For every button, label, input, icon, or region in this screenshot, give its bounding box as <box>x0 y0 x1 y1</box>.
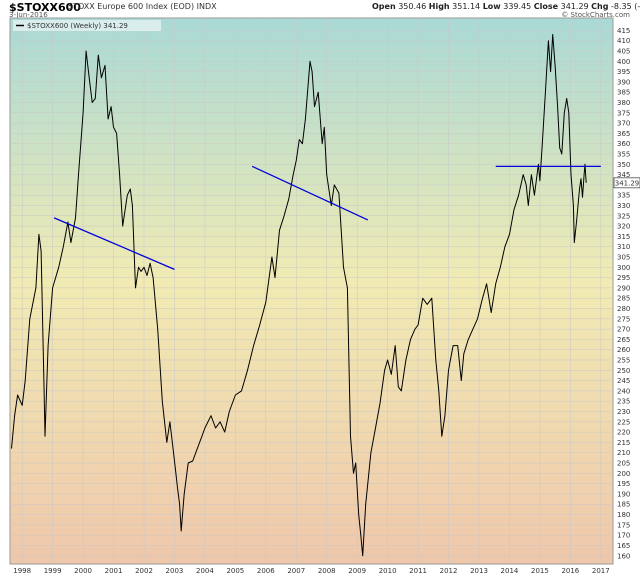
y-tick-label: 265 <box>617 336 630 344</box>
y-tick-label: 290 <box>617 284 630 292</box>
y-tick-label: 170 <box>617 532 630 540</box>
y-tick-label: 355 <box>617 150 630 158</box>
x-tick-label: 2017 <box>592 567 610 575</box>
x-tick-label: 2006 <box>257 567 275 575</box>
y-tick-label: 195 <box>617 480 630 488</box>
chart-header: $STOXX600 STOXX Europe 600 Index (EOD) I… <box>0 0 640 19</box>
x-tick-label: 2003 <box>166 567 184 575</box>
y-tick-label: 305 <box>617 254 630 262</box>
x-tick-label: 2012 <box>440 567 458 575</box>
y-tick-label: 210 <box>617 449 630 457</box>
high-label: High <box>428 2 450 11</box>
y-tick-label: 245 <box>617 377 630 385</box>
close-value: 341.29 <box>560 2 589 11</box>
y-tick-label: 310 <box>617 243 630 251</box>
y-tick-label: 175 <box>617 521 630 529</box>
y-tick-label: 200 <box>617 470 630 478</box>
trendline <box>251 165 369 221</box>
x-tick-label: 1998 <box>13 567 31 575</box>
x-tick-label: 2005 <box>226 567 244 575</box>
last-value-label: 341.29 <box>615 179 640 187</box>
chart-date: 3-Jun-2016 <box>9 11 48 19</box>
y-tick-label: 380 <box>617 99 630 107</box>
y-tick-label: 300 <box>617 264 630 272</box>
chart-legend: $STOXX600 (Weekly) 341.29 <box>13 20 161 31</box>
plot-area <box>9 17 614 565</box>
y-tick-label: 415 <box>617 27 630 35</box>
y-tick-label: 275 <box>617 315 630 323</box>
y-tick-label: 260 <box>617 346 630 354</box>
y-tick-label: 375 <box>617 109 630 117</box>
y-tick-label: 205 <box>617 460 630 468</box>
x-tick-label: 2010 <box>379 567 397 575</box>
y-tick-label: 225 <box>617 418 630 426</box>
y-tick-label: 335 <box>617 192 630 200</box>
y-tick-label: 390 <box>617 78 630 86</box>
x-tick-label: 2002 <box>135 567 153 575</box>
x-tick-label: 1999 <box>44 567 62 575</box>
y-tick-label: 365 <box>617 130 630 138</box>
y-tick-label: 350 <box>617 161 630 169</box>
open-label: Open <box>372 2 396 11</box>
y-tick-label: 165 <box>617 542 630 550</box>
y-tick-label: 185 <box>617 501 630 509</box>
y-tick-label: 190 <box>617 490 630 498</box>
y-tick-label: 385 <box>617 89 630 97</box>
low-value: 339.45 <box>503 2 532 11</box>
y-tick-label: 360 <box>617 140 630 148</box>
y-tick-label: 160 <box>617 552 630 560</box>
y-tick-label: 270 <box>617 326 630 334</box>
y-tick-label: 395 <box>617 68 630 76</box>
legend-box <box>13 20 161 31</box>
y-tick-label: 230 <box>617 408 630 416</box>
y-tick-label: 255 <box>617 357 630 365</box>
y-tick-label: 285 <box>617 295 630 303</box>
x-tick-label: 2001 <box>105 567 123 575</box>
ohlc-readout: Open 350.46 High 351.14 Low 339.45 Close… <box>372 2 640 11</box>
x-tick-label: 2016 <box>561 567 579 575</box>
y-tick-label: 250 <box>617 367 630 375</box>
y-tick-label: 280 <box>617 305 630 313</box>
chg-label: Chg <box>591 2 609 11</box>
y-tick-label: 235 <box>617 398 630 406</box>
chg-value: -8.35 (-2.39%) <box>611 2 640 11</box>
y-tick-label: 180 <box>617 511 630 519</box>
close-label: Close <box>533 2 559 11</box>
legend-label: $STOXX600 (Weekly) 341.29 <box>27 22 128 30</box>
chart-symbol: $STOXX600 <box>9 1 81 14</box>
x-tick-label: 2000 <box>74 567 92 575</box>
x-tick-label: 2011 <box>409 567 427 575</box>
x-tick-label: 2008 <box>318 567 336 575</box>
y-tick-label: 410 <box>617 37 630 45</box>
x-tick-label: 2007 <box>287 567 305 575</box>
y-tick-label: 240 <box>617 387 630 395</box>
high-value: 351.14 <box>452 2 481 11</box>
stockcharts-logo: © StockCharts.com <box>561 11 630 19</box>
chart-index-name: STOXX Europe 600 Index (EOD) INDX <box>68 2 217 11</box>
x-tick-label: 2015 <box>531 567 549 575</box>
x-tick-label: 2013 <box>470 567 488 575</box>
y-tick-label: 320 <box>617 223 630 231</box>
x-tick-label: 2009 <box>348 567 366 575</box>
open-value: 350.46 <box>398 2 427 11</box>
y-tick-label: 370 <box>617 120 630 128</box>
y-tick-label: 220 <box>617 429 630 437</box>
y-tick-label: 330 <box>617 202 630 210</box>
y-tick-label: 345 <box>617 171 630 179</box>
y-tick-label: 325 <box>617 212 630 220</box>
y-tick-label: 295 <box>617 274 630 282</box>
low-label: Low <box>482 2 501 11</box>
x-tick-label: 2014 <box>501 567 519 575</box>
last-value-box <box>613 177 640 189</box>
x-tick-label: 2004 <box>196 567 214 575</box>
y-tick-label: 400 <box>617 58 630 66</box>
last-value-marker: 341.29 <box>613 177 640 189</box>
y-tick-label: 315 <box>617 233 630 241</box>
y-tick-label: 215 <box>617 439 630 447</box>
price-series-line <box>11 34 587 557</box>
trendline <box>53 217 175 270</box>
y-tick-label: 405 <box>617 47 630 55</box>
